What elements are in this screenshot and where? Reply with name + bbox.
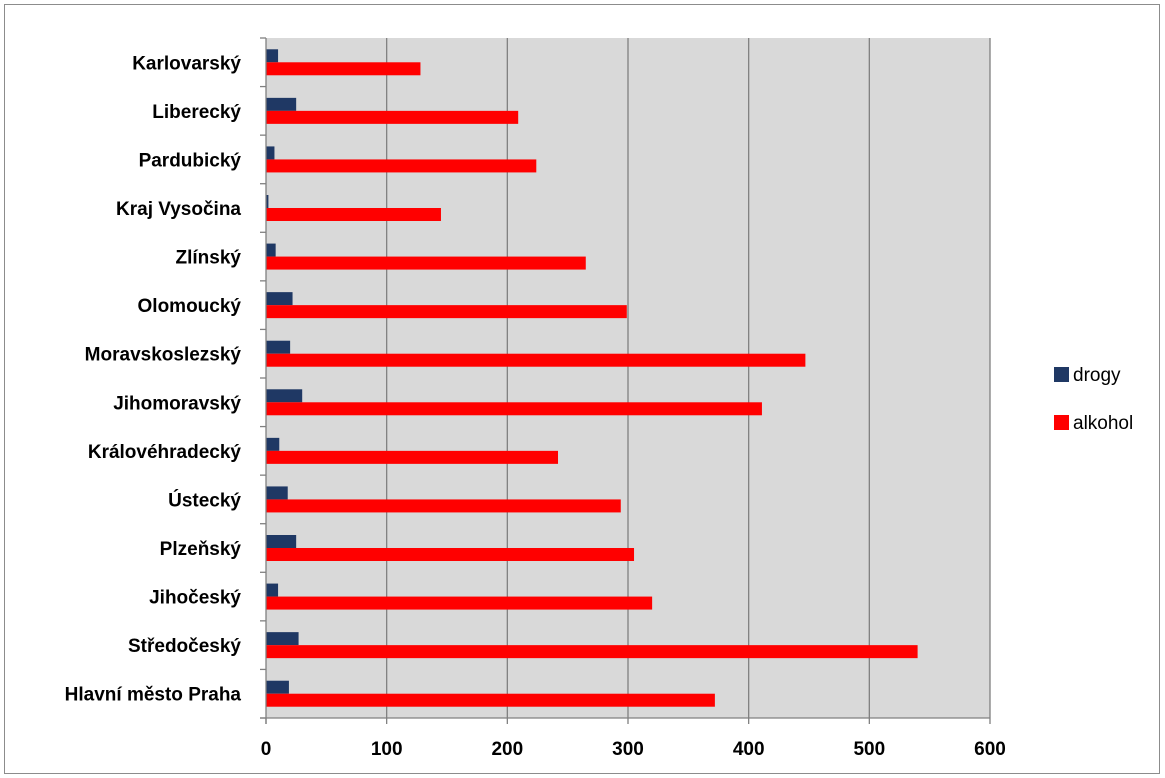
- bar-alkohol-8: [266, 450, 559, 464]
- category-label: Ústecký: [168, 489, 241, 511]
- category-label: Jihočeský: [149, 588, 241, 609]
- category-label: Karlovarský: [132, 53, 241, 74]
- bar-drogy-9: [266, 486, 288, 500]
- x-tick-label: 400: [733, 739, 765, 760]
- x-tick-label: 200: [491, 739, 523, 760]
- legend-swatch-alkohol: [1054, 415, 1069, 430]
- bar-drogy-8: [266, 437, 280, 451]
- bar-alkohol-7: [266, 402, 762, 416]
- legend-label-alkohol: alkohol: [1073, 413, 1133, 434]
- bar-drogy-1: [266, 97, 297, 111]
- x-tick-label: 0: [261, 739, 272, 760]
- axes: [260, 37, 991, 724]
- bar-alkohol-1: [266, 110, 519, 124]
- bar-drogy-4: [266, 243, 276, 257]
- x-tick-label: 300: [612, 739, 644, 760]
- category-label: Pardubický: [139, 150, 242, 171]
- bar-alkohol-5: [266, 305, 627, 319]
- bar-drogy-2: [266, 146, 275, 160]
- category-label: Jihomoravský: [113, 393, 241, 414]
- bar-alkohol-11: [266, 596, 653, 610]
- category-label: Kraj Vysočina: [116, 199, 241, 220]
- bar-drogy-7: [266, 389, 303, 403]
- legend-label-drogy: drogy: [1073, 365, 1121, 386]
- legend-swatch-drogy: [1054, 367, 1069, 382]
- bar-alkohol-0: [266, 62, 421, 76]
- bar-drogy-13: [266, 680, 289, 694]
- bar-alkohol-6: [266, 353, 806, 367]
- bar-alkohol-10: [266, 548, 635, 561]
- category-label: Středočeský: [128, 636, 241, 657]
- bar-alkohol-2: [266, 159, 537, 173]
- bar-drogy-5: [266, 292, 293, 306]
- bar-drogy-0: [266, 49, 279, 63]
- category-label: Moravskoslezský: [85, 345, 242, 366]
- category-label: Plzeňský: [160, 539, 242, 560]
- bar-alkohol-12: [266, 645, 918, 659]
- bar-alkohol-3: [266, 208, 441, 221]
- bar-alkohol-4: [266, 256, 586, 270]
- tick-labels: 0 100 200 300 400 500 600: [261, 739, 1006, 760]
- category-label: Liberecký: [152, 102, 241, 123]
- bar-drogy-3: [266, 195, 269, 208]
- category-label: Olomoucký: [138, 296, 242, 317]
- category-label: Zlínský: [176, 248, 242, 269]
- category-label: Hlavní město Praha: [65, 685, 242, 706]
- x-tick-label: 600: [974, 739, 1006, 760]
- x-tick-label: 500: [853, 739, 885, 760]
- x-tick-label: 100: [371, 739, 403, 760]
- bar-alkohol-13: [266, 693, 715, 707]
- category-label: Královéhradecký: [88, 442, 242, 463]
- bars: [266, 49, 918, 707]
- bar-drogy-10: [266, 535, 297, 548]
- bar-drogy-11: [266, 583, 279, 597]
- legend: drogy alkohol: [1054, 365, 1133, 434]
- category-labels: Karlovarský Liberecký Pardubický Kraj Vysoč…: [65, 53, 242, 705]
- bar-drogy-6: [266, 340, 291, 354]
- bar-alkohol-9: [266, 499, 621, 513]
- bar-drogy-12: [266, 632, 299, 646]
